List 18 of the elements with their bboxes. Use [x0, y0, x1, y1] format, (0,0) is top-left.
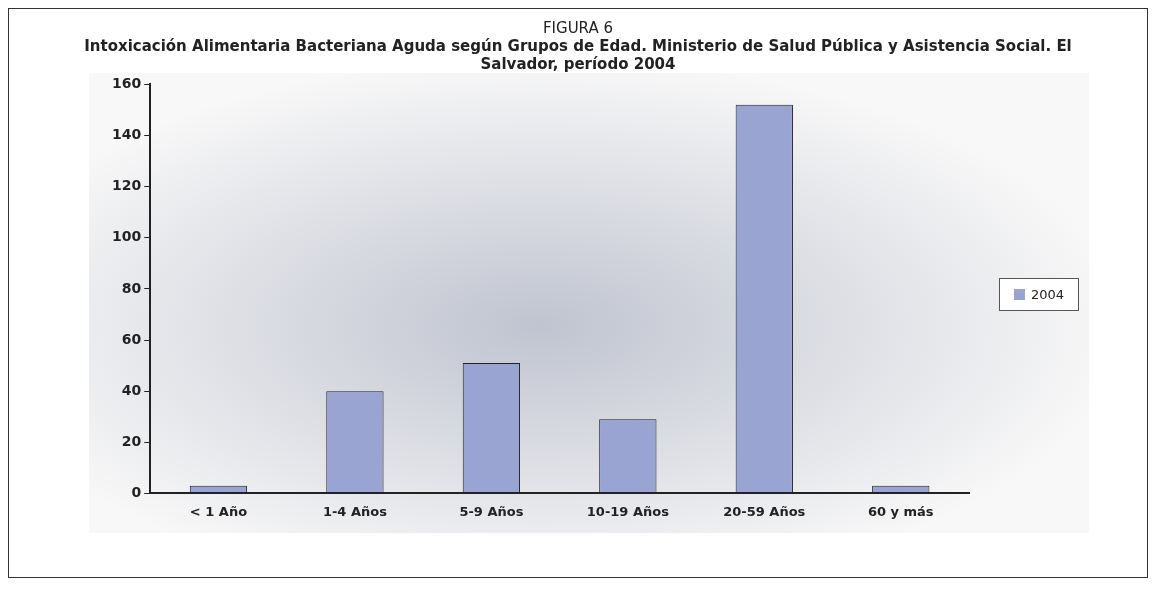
- y-tick-label: 140: [111, 126, 142, 143]
- chart-title: Intoxicación Alimentaria Bacteriana Aguda según Grupos de Edad. Ministerio de Salud Pública y Asistencia Social. El Salvador, período 2004: [83, 37, 1073, 73]
- y-tick-label: 120: [111, 177, 142, 194]
- x-tick-label: < 1 Año: [189, 503, 248, 519]
- x-tick-label: 1-4 Años: [322, 503, 388, 519]
- y-tick-label: 160: [111, 75, 142, 92]
- x-tick-label: 60 y más: [867, 503, 934, 519]
- y-tick-label: 80: [121, 279, 142, 296]
- legend-label: 2004: [1030, 287, 1064, 302]
- x-tick-label: 5-9 Años: [459, 503, 524, 519]
- y-tick-label: 0: [131, 484, 142, 501]
- y-tick-label: 40: [121, 381, 142, 398]
- y-tick-label: 60: [121, 330, 142, 347]
- x-tick-label: 20-59 Años: [723, 503, 806, 519]
- x-tick-label: 10-19 Años: [586, 503, 670, 519]
- chart-subtitle: FIGURA 6: [541, 19, 614, 37]
- y-tick-label: 100: [111, 228, 142, 245]
- y-tick-label: 20: [121, 432, 142, 449]
